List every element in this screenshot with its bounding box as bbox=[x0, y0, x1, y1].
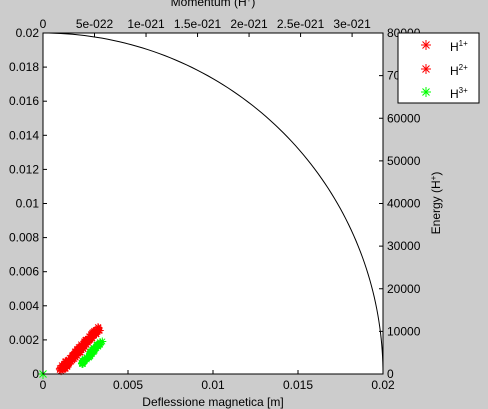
legend: H1+ H2+ H3+ bbox=[397, 32, 480, 104]
y2-tick-label: 50000 bbox=[387, 154, 421, 168]
x2-tick-label: 1e-021 bbox=[127, 17, 165, 31]
y2-tick-label: 40000 bbox=[387, 197, 421, 211]
y-tick-label: 0 bbox=[32, 367, 39, 381]
x2-tick-label: 2e-021 bbox=[230, 17, 268, 31]
x-axis-label: Deflessione magnetica [m] bbox=[142, 395, 283, 409]
point-2plus bbox=[94, 325, 102, 334]
legend-label-h1: H1+ bbox=[450, 39, 468, 54]
y2-tick-label: 10000 bbox=[387, 324, 421, 338]
x-tick-label: 0 bbox=[40, 378, 47, 392]
x-tick-label: 0.015 bbox=[283, 378, 313, 392]
point-2plus bbox=[88, 328, 97, 337]
x-tick-label: 0.01 bbox=[201, 378, 225, 392]
point-2plus bbox=[82, 336, 91, 345]
legend-marker-h2 bbox=[421, 64, 431, 74]
point-3plus bbox=[87, 349, 96, 358]
legend-label-h3: H3+ bbox=[450, 86, 468, 101]
point-2plus bbox=[74, 347, 83, 356]
x2-tick-label: 3e-021 bbox=[333, 17, 371, 31]
point-2plus bbox=[81, 343, 89, 351]
legend-entry-h1: H1+ bbox=[421, 39, 468, 54]
y2-axis-label: Energy (H+) bbox=[429, 172, 443, 235]
legend-marker-h1 bbox=[421, 40, 431, 50]
legend-box bbox=[397, 32, 480, 104]
y-tick-label: 0.01 bbox=[16, 197, 40, 211]
point-2plus bbox=[69, 351, 78, 360]
y2-tick-label: 30000 bbox=[387, 239, 421, 253]
y2-tick-label: 60000 bbox=[387, 111, 421, 125]
y2-tick-label: 0 bbox=[387, 367, 394, 381]
points-layer bbox=[38, 323, 107, 379]
y-tick-label: 0.002 bbox=[9, 333, 39, 347]
point-2plus bbox=[85, 335, 94, 344]
x-tick-label: 0.005 bbox=[113, 378, 143, 392]
y-tick-label: 0.02 bbox=[16, 26, 40, 40]
y-tick-label: 0.004 bbox=[9, 299, 39, 313]
curve-layer bbox=[42, 32, 384, 375]
x2-axis-label: Momentum (H+) bbox=[171, 0, 256, 9]
y-tick-label: 0.012 bbox=[9, 162, 39, 176]
axes-background bbox=[43, 33, 383, 374]
legend-entry-h2: H2+ bbox=[421, 63, 468, 78]
point-2plus bbox=[68, 355, 77, 364]
x2-tick-label: 1.5e-021 bbox=[174, 17, 222, 31]
legend-asterisk-icon bbox=[421, 87, 431, 97]
legend-asterisk-icon bbox=[421, 40, 431, 50]
energy-curve bbox=[42, 32, 384, 375]
legend-marker-h3 bbox=[421, 87, 431, 97]
point-2plus bbox=[63, 361, 72, 370]
y-tick-label: 0.016 bbox=[9, 94, 39, 108]
legend-entry-h3: H3+ bbox=[421, 86, 468, 101]
legend-asterisk-icon bbox=[421, 64, 431, 74]
point-2plus bbox=[71, 348, 79, 357]
y-tick-label: 0.006 bbox=[9, 265, 39, 279]
ticks-layer: 0 0.005 0.01 0.015 0.0200.0020.0040.0060.008… bbox=[9, 17, 421, 392]
y-tick-label: 0.008 bbox=[9, 231, 39, 245]
point-2plus bbox=[87, 333, 96, 342]
x2-tick-label: 0 bbox=[40, 17, 47, 31]
point-3plus bbox=[78, 359, 87, 368]
point-3plus bbox=[93, 340, 102, 349]
x2-tick-label: 2.5e-021 bbox=[277, 17, 325, 31]
x-tick-label: 0.02 bbox=[371, 378, 395, 392]
legend-label-h2: H2+ bbox=[450, 63, 468, 78]
y2-tick-label: 20000 bbox=[387, 282, 421, 296]
y-tick-label: 0.014 bbox=[9, 128, 39, 142]
x2-tick-label: 5e-022 bbox=[76, 17, 114, 31]
y-tick-label: 0.018 bbox=[9, 60, 39, 74]
